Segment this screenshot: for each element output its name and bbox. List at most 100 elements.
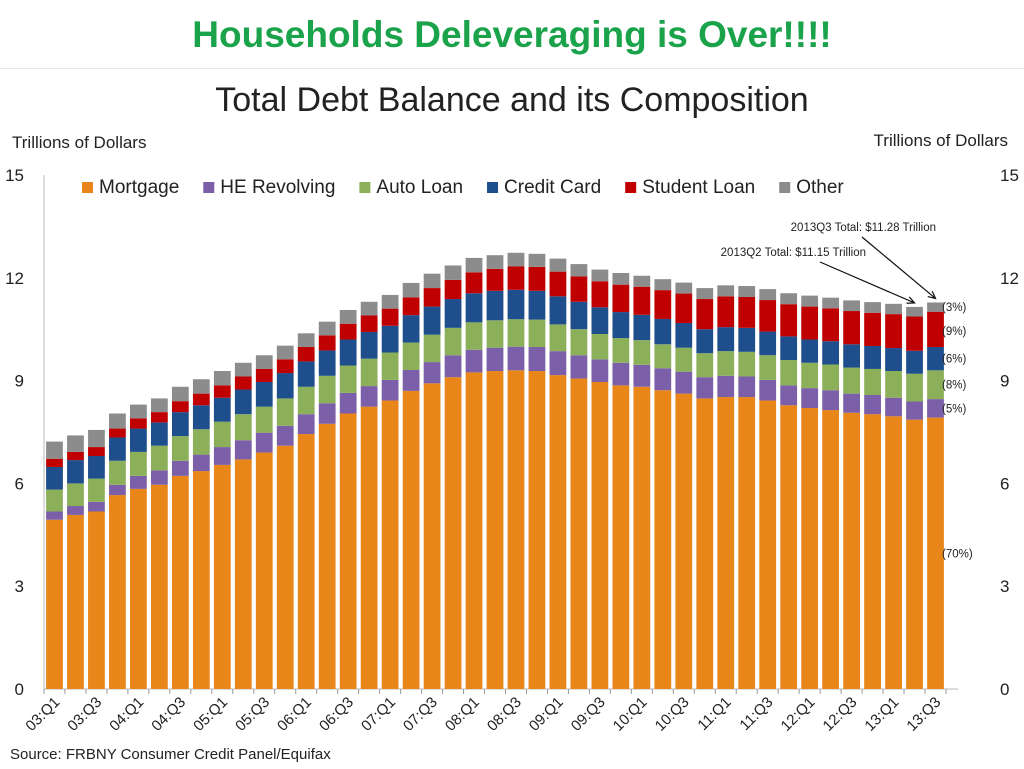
bar-stack: 03:Q1 Mortgage: 4.9403:Q1 HE Revolving: …	[46, 441, 63, 689]
bar-segment-credit-card: 12:Q1 Credit Card: 0.68	[801, 339, 819, 363]
bar-segment-student-loan: 09:Q3 Student Loan: 0.76	[591, 281, 609, 308]
x-tick-label: 06:Q1	[274, 694, 315, 735]
bar-segment-student-loan: 11:Q2 Student Loan: 0.9	[738, 296, 756, 328]
bar-segment-other: 06:Q3 Other: 0.4	[339, 310, 357, 324]
bar-segment-mortgage: 03:Q3 Mortgage: 5.18	[88, 511, 105, 689]
bar-segment-other: 03:Q1 Other: 0.5	[46, 441, 63, 459]
bar-segment-he-revolving: 08:Q1 HE Revolving: 0.66	[465, 349, 483, 373]
x-tick-label: 13:Q3	[903, 694, 944, 735]
bar-segment-credit-card: 05:Q1 Credit Card: 0.7	[213, 397, 231, 422]
bar-segment-mortgage: 12:Q4 Mortgage: 8.02	[864, 414, 881, 689]
chart-title: Total Debt Balance and its Composition	[215, 81, 808, 119]
bar-segment-mortgage: 04:Q4 Mortgage: 6.36	[192, 471, 210, 689]
bar-segment-auto-loan: 04:Q4 Auto Loan: 0.74	[192, 429, 210, 455]
bar-stack: 09:Q1 Mortgage: 9.1609:Q1 HE Revolving: …	[549, 258, 567, 689]
bar-segment-he-revolving: 03:Q3 HE Revolving: 0.28	[88, 501, 105, 512]
bar-segment-credit-card: 03:Q1 Credit Card: 0.66	[46, 466, 63, 490]
bar-segment-auto-loan: 04:Q2 Auto Loan: 0.72	[150, 445, 168, 471]
bar-segment-he-revolving: 06:Q2 HE Revolving: 0.6	[318, 403, 336, 424]
bar-segment-mortgage: 11:Q4 Mortgage: 8.28	[780, 405, 798, 689]
bar-segment-other: 08:Q3 Other: 0.4	[507, 252, 525, 267]
bar-segment-student-loan: 05:Q4 Student Loan: 0.4	[276, 359, 294, 374]
x-tick-label: 07:Q1	[358, 694, 399, 735]
bar-segment-credit-card: 13:Q1 Credit Card: 0.67	[885, 348, 902, 372]
x-tick-label: 05:Q1	[190, 694, 231, 735]
bar-segment-student-loan: 08:Q2 Student Loan: 0.64	[486, 268, 504, 291]
bar-segment-he-revolving: 11:Q1 HE Revolving: 0.62	[717, 375, 735, 398]
bar-stack: 13:Q1 Mortgage: 7.9613:Q1 HE Revolving: …	[885, 303, 902, 689]
bar-segment-student-loan: 10:Q1 Student Loan: 0.82	[633, 286, 651, 315]
bar-segment-auto-loan: 12:Q1 Auto Loan: 0.74	[801, 362, 819, 389]
bar-segment-credit-card: 04:Q3 Credit Card: 0.7	[171, 412, 189, 437]
bar-stack: 06:Q2 Mortgage: 7.7406:Q2 HE Revolving: …	[318, 321, 336, 689]
bar-segment-other: 05:Q2 Other: 0.4	[234, 362, 252, 377]
y-tick-label-left: 3	[15, 577, 24, 596]
bar-stack: 04:Q1 Mortgage: 5.8404:Q1 HE Revolving: …	[130, 404, 147, 689]
bar-stack: 08:Q4 Mortgage: 9.2808:Q4 HE Revolving: …	[528, 253, 546, 689]
bar-segment-other: 04:Q2 Other: 0.4	[150, 398, 168, 413]
bar-segment-student-loan: 07:Q2 Student Loan: 0.52	[402, 297, 420, 316]
bar-segment-mortgage: 12:Q3 Mortgage: 8.06	[843, 412, 860, 689]
bar-segment-credit-card: 04:Q2 Credit Card: 0.68	[150, 422, 168, 446]
bar-segment-other: 06:Q2 Other: 0.4	[318, 321, 336, 336]
x-tick-label: 11:Q3	[736, 694, 776, 734]
bar-segment-credit-card: 12:Q3 Credit Card: 0.68	[843, 344, 860, 368]
legend: Mortgage HE Revolving Auto Loan Credit Card…	[82, 177, 844, 198]
bar-segment-mortgage: 12:Q2 Mortgage: 8.14	[822, 410, 840, 689]
bar-stack: 08:Q1 Mortgage: 9.2408:Q1 HE Revolving: …	[465, 257, 483, 689]
bar-segment-other: 07:Q2 Other: 0.42	[402, 282, 420, 298]
bar-segment-student-loan: 10:Q4 Student Loan: 0.88	[696, 299, 714, 330]
bar-segment-auto-loan: 07:Q1 Auto Loan: 0.8	[381, 352, 399, 380]
y-tick-label-left: 6	[15, 474, 24, 493]
bar-segment-mortgage: 06:Q2 Mortgage: 7.74	[318, 423, 336, 689]
bar-segment-student-loan: 12:Q3 Student Loan: 0.97	[843, 311, 860, 345]
bar-segment-other: 07:Q4 Other: 0.42	[444, 265, 462, 280]
bar-segment-mortgage: 08:Q4 Mortgage: 9.28	[528, 371, 546, 689]
bar-segment-he-revolving: 13:Q1 HE Revolving: 0.54	[885, 397, 902, 417]
bar-segment-mortgage: 09:Q1 Mortgage: 9.16	[549, 375, 567, 689]
annotation-arrow	[819, 261, 915, 304]
bar-segment-mortgage: 06:Q4 Mortgage: 8.24	[360, 406, 378, 689]
y-tick-label-left: 9	[15, 372, 24, 391]
bar-segment-mortgage: 04:Q1 Mortgage: 5.84	[130, 488, 147, 689]
bar-segment-auto-loan: 12:Q2 Auto Loan: 0.75	[822, 364, 840, 391]
bar-segment-auto-loan: 03:Q3 Auto Loan: 0.68	[88, 478, 105, 502]
bar-stack: 13:Q3 Mortgage: 7.9213:Q3 HE Revolving: …	[927, 302, 944, 689]
bar-segment-he-revolving: 05:Q2 HE Revolving: 0.56	[234, 440, 252, 460]
bar-segment-he-revolving: 05:Q4 HE Revolving: 0.58	[276, 425, 294, 446]
bar-segment-mortgage: 11:Q3 Mortgage: 8.42	[759, 400, 777, 689]
bar-segment-auto-loan: 08:Q3 Auto Loan: 0.8	[507, 319, 525, 347]
bar-segment-credit-card: 05:Q4 Credit Card: 0.74	[276, 373, 294, 399]
bar-stack: 04:Q3 Mortgage: 6.2204:Q3 HE Revolving: …	[171, 386, 189, 689]
bar-segment-he-revolving: 11:Q4 HE Revolving: 0.58	[780, 385, 798, 406]
bar-segment-mortgage: 13:Q2 Mortgage: 7.86	[906, 419, 923, 689]
legend-label: Credit Card	[504, 177, 601, 198]
x-tick-label: 06:Q3	[316, 694, 357, 735]
bar-segment-other: 04:Q4 Other: 0.42	[192, 379, 210, 394]
y-axis-label-right: Trillions of Dollars	[874, 131, 1008, 150]
bar-segment-auto-loan: 11:Q4 Auto Loan: 0.74	[780, 360, 798, 386]
bar-segment-he-revolving: 07:Q3 HE Revolving: 0.62	[423, 362, 441, 384]
bar-segment-other: 13:Q2 Other: 0.28	[906, 306, 923, 317]
bar-segment-he-revolving: 04:Q4 HE Revolving: 0.48	[192, 454, 210, 472]
bar-segment-auto-loan: 10:Q2 Auto Loan: 0.7	[654, 344, 672, 369]
bar-segment-student-loan: 12:Q1 Student Loan: 0.96	[801, 306, 819, 340]
bar-segment-mortgage: 06:Q1 Mortgage: 7.44	[297, 434, 315, 689]
annotation-arrowhead	[906, 296, 916, 304]
x-tick-label: 11:Q1	[694, 694, 734, 734]
bar-segment-other: 11:Q2 Other: 0.32	[738, 286, 756, 297]
legend-label: Auto Loan	[376, 177, 463, 198]
bar-segment-auto-loan: 10:Q3 Auto Loan: 0.7	[675, 347, 693, 372]
bar-segment-credit-card: 03:Q4 Credit Card: 0.68	[109, 437, 126, 461]
bar-segment-other: 05:Q1 Other: 0.42	[213, 371, 231, 386]
bar-segment-student-loan: 04:Q2 Student Loan: 0.3	[150, 412, 168, 423]
bar-segment-credit-card: 09:Q3 Credit Card: 0.78	[591, 307, 609, 334]
bar-segment-student-loan: 04:Q4 Student Loan: 0.34	[192, 393, 210, 406]
legend-label: HE Revolving	[220, 177, 335, 198]
bar-stack: 07:Q3 Mortgage: 8.9207:Q3 HE Revolving: …	[423, 273, 441, 689]
bar-segment-student-loan: 09:Q4 Student Loan: 0.8	[612, 284, 630, 313]
bar-segment-student-loan: 04:Q3 Student Loan: 0.32	[171, 401, 189, 413]
bar-segment-credit-card: 10:Q4 Credit Card: 0.7	[696, 329, 714, 354]
annotations: 2013Q3 Total: $11.28 Trillion 2013Q2 Tota…	[721, 222, 937, 304]
bar-segment-auto-loan: 05:Q1 Auto Loan: 0.74	[213, 421, 231, 448]
